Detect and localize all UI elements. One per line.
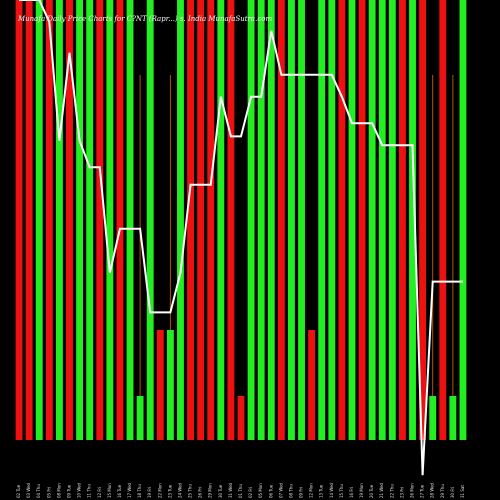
x-tick-label: 30 Tue — [218, 484, 223, 498]
volume-bar — [277, 0, 285, 440]
volume-bar — [106, 0, 114, 440]
x-tick-label: 08 Thu — [288, 484, 293, 498]
volume-bar — [166, 330, 174, 440]
volume-bar — [227, 0, 235, 440]
x-tick-label: 15 Mon — [107, 483, 112, 498]
volume-bar — [459, 0, 467, 440]
x-axis-ticks: 02 Tue 03 Wed 04 Thu 05 Fri 08 Mon 09 Tue 10 W… — [16, 482, 465, 498]
volume-bar — [35, 0, 43, 440]
x-tick-label: 23 Tue — [167, 484, 172, 498]
volume-bar — [338, 0, 346, 440]
volume-bar — [96, 0, 104, 440]
volume-bar — [288, 0, 295, 440]
volume-bar — [177, 0, 184, 440]
x-tick-label: 20 Tue — [369, 484, 374, 498]
x-tick-label: 01 Thu — [238, 484, 243, 498]
volume-bar — [308, 330, 316, 440]
x-tick-label: 16 Fri — [349, 487, 354, 498]
x-tick-label: 09 Fri — [299, 487, 304, 498]
price-line — [19, 0, 463, 476]
x-tick-label: 05 Fri — [46, 487, 51, 498]
volume-bar — [76, 0, 84, 440]
volume-bar — [187, 0, 194, 440]
x-tick-label: 12 Mon — [309, 483, 314, 498]
volume-bar — [247, 0, 255, 440]
price-line-group — [19, 0, 463, 476]
volume-bar — [419, 0, 427, 440]
volume-bar — [449, 396, 457, 440]
x-tick-label: 28 Wed — [430, 482, 435, 498]
volume-bar — [267, 0, 275, 440]
volume-bar — [257, 0, 265, 440]
x-tick-label: 10 Wed — [77, 482, 82, 498]
volume-bar — [217, 0, 225, 440]
x-tick-label: 31 Sat — [460, 485, 465, 498]
x-tick-label: 29 Mon — [208, 483, 213, 498]
volume-bar — [378, 0, 386, 440]
volume-bar — [136, 396, 144, 440]
x-tick-label: 03 Wed — [26, 482, 31, 498]
volume-bar — [146, 0, 154, 440]
x-tick-label: 13 Tue — [319, 484, 324, 498]
volume-bar — [388, 0, 396, 440]
x-tick-label: 25 Thu — [188, 484, 193, 498]
volume-bar — [368, 0, 376, 440]
x-tick-label: 27 Tue — [420, 484, 425, 498]
volume-bar — [348, 0, 356, 440]
volume-bar — [328, 0, 336, 440]
volume-bar — [318, 0, 326, 440]
volume-bar — [197, 0, 205, 440]
x-tick-label: 17 Wed — [127, 482, 132, 498]
x-tick-label: 12 Fri — [97, 487, 102, 498]
chart-title: Munafa Daily Price Charts for C?NT (Rapr… — [17, 15, 272, 23]
x-tick-label: 31 Wed — [228, 482, 233, 498]
x-tick-label: 26 Fri — [198, 487, 203, 498]
volume-bars — [15, 0, 467, 440]
volume-bar — [55, 0, 63, 440]
x-tick-label: 30 Fri — [450, 487, 455, 498]
x-tick-label: 09 Tue — [66, 484, 71, 498]
volume-bar — [116, 0, 124, 440]
x-tick-label: 15 Thu — [339, 484, 344, 498]
x-tick-label: 07 Wed — [278, 482, 283, 498]
x-tick-label: 29 Thu — [440, 484, 445, 498]
x-tick-label: 02 Tue — [16, 484, 21, 498]
volume-bar — [86, 0, 94, 440]
volume-bar — [409, 0, 416, 440]
volume-bar — [439, 0, 447, 440]
volume-bar — [358, 0, 366, 440]
volume-bar — [126, 0, 134, 440]
x-tick-label: 08 Mon — [56, 483, 61, 498]
volume-bar — [25, 0, 33, 440]
volume-bar — [237, 396, 245, 440]
volume-bar — [156, 330, 164, 440]
x-tick-label: 26 Mon — [410, 483, 415, 498]
volume-bar — [66, 0, 73, 440]
x-tick-label: 06 Tue — [268, 484, 273, 498]
x-tick-label: 18 Thu — [137, 484, 142, 498]
volume-bar — [398, 0, 406, 440]
x-tick-label: 22 Thu — [389, 484, 394, 498]
x-tick-label: 19 Fri — [147, 487, 152, 498]
x-tick-label: 22 Mon — [157, 483, 162, 498]
x-tick-label: 19 Mon — [359, 483, 364, 498]
x-tick-label: 04 Thu — [36, 484, 41, 498]
x-tick-label: 14 Wed — [329, 482, 334, 498]
volume-bar — [298, 0, 305, 440]
volume-bar — [15, 0, 23, 440]
volume-bar — [429, 396, 437, 440]
x-tick-label: 05 Mon — [258, 483, 263, 498]
x-tick-label: 02 Fri — [248, 487, 253, 498]
volume-bar — [207, 0, 215, 440]
volume-bar — [45, 0, 53, 440]
x-tick-label: 21 Wed — [379, 482, 384, 498]
x-tick-label: 11 Thu — [87, 484, 92, 498]
x-tick-label: 16 Tue — [117, 484, 122, 498]
x-tick-label: 23 Fri — [399, 487, 404, 498]
x-tick-label: 24 Wed — [177, 482, 182, 498]
